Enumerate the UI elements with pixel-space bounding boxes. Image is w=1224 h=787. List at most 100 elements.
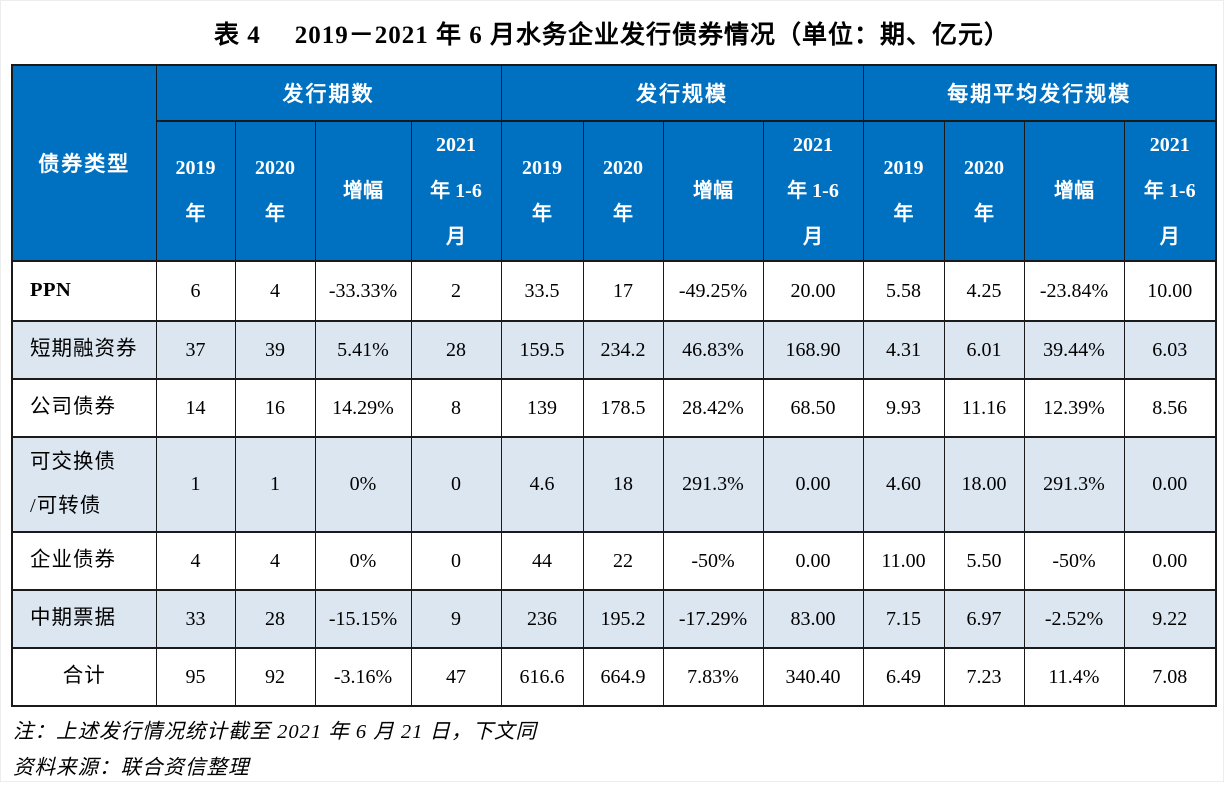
table-cell: 6	[155, 260, 236, 322]
row-label: 公司债券	[11, 378, 157, 438]
table-cell: 16	[234, 378, 316, 438]
table-cell: -3.16%	[314, 647, 412, 707]
table-cell: 0%	[314, 531, 412, 591]
table-cell: 291.3%	[662, 436, 764, 533]
table-cell: 6.03	[1123, 320, 1217, 380]
table-cell: 33	[155, 589, 236, 649]
table-cell: -50%	[1023, 531, 1125, 591]
table-number: 表 4	[213, 22, 261, 49]
table-cell: 0.00	[1123, 436, 1217, 533]
table-cell: 0.00	[762, 436, 864, 533]
table-cell: 139	[500, 378, 584, 438]
table-cell: 1	[234, 436, 316, 533]
column-header-group3-col3: 增幅	[1023, 120, 1125, 262]
column-header-group3-col4: 2021 年 1-6 月	[1123, 120, 1217, 262]
table-cell: 1	[155, 436, 236, 533]
table-cell: 4.31	[862, 320, 945, 380]
table-cell: 17	[582, 260, 664, 322]
table-title-text: 2019－2021 年 6 月水务企业发行债券情况（单位：期、亿元）	[294, 22, 1011, 49]
table-cell: 18.00	[943, 436, 1025, 533]
table-cell: 11.4%	[1023, 647, 1125, 707]
table-cell: -17.29%	[662, 589, 764, 649]
table-cell: 9.93	[862, 378, 945, 438]
table-row: 可交换债 /可转债 1 1 0% 0 4.6 18 291.3% 0.00 4.60 18.00 29…	[11, 436, 1217, 533]
table-cell: 14.29%	[314, 378, 412, 438]
table-cell: 5.50	[943, 531, 1025, 591]
table-cell: -23.84%	[1023, 260, 1125, 322]
table-cell: 340.40	[762, 647, 864, 707]
table-cell: 7.15	[862, 589, 945, 649]
table-cell: 4	[234, 531, 316, 591]
table-cell: 44	[500, 531, 584, 591]
table-cell: 14	[155, 378, 236, 438]
table-row: 公司债券 14 16 14.29% 8 139 178.5 28.42% 68.50 9.93 11…	[11, 378, 1217, 438]
table-cell: 291.3%	[1023, 436, 1125, 533]
table-cell: 12.39%	[1023, 378, 1125, 438]
table-cell: -15.15%	[314, 589, 412, 649]
table-cell: 11.00	[862, 531, 945, 591]
column-header-group3-col2: 2020 年	[943, 120, 1025, 262]
group-header-issue-count: 发行期数	[155, 64, 502, 122]
table-cell: 8	[410, 378, 502, 438]
table-cell: 37	[155, 320, 236, 380]
table-cell: 4.25	[943, 260, 1025, 322]
table-cell: -2.52%	[1023, 589, 1125, 649]
table-cell: 4.6	[500, 436, 584, 533]
table-row: 合计 95 92 -3.16% 47 616.6 664.9 7.83% 340.40 6.49 7…	[11, 647, 1217, 707]
table-cell: 4.60	[862, 436, 945, 533]
column-header-group2-col1: 2019 年	[500, 120, 584, 262]
bond-issuance-table: 债券类型 发行期数 发行规模 每期平均发行规模 2019 年 2020 年增幅 20…	[11, 64, 1217, 707]
table-footnotes: 注：上述发行情况统计截至 2021 年 6 月 21 日，下文同 资料来源：联合…	[13, 715, 1223, 787]
table-row: 企业债券 4 4 0% 0 44 22 -50% 0.00 11.00 5.50 -50% 0.00	[11, 531, 1217, 591]
table-cell: 7.23	[943, 647, 1025, 707]
table-cell: 68.50	[762, 378, 864, 438]
table-cell: 0.00	[1123, 531, 1217, 591]
table-cell: 11.16	[943, 378, 1025, 438]
table-cell: 6.01	[943, 320, 1025, 380]
row-label: 企业债券	[11, 531, 157, 591]
table-cell: 4	[234, 260, 316, 322]
table-cell: 0.00	[762, 531, 864, 591]
table-row: 短期融资券 37 39 5.41% 28 159.5 234.2 46.83% 168.90 4.…	[11, 320, 1217, 380]
table-cell: -49.25%	[662, 260, 764, 322]
table-cell: 83.00	[762, 589, 864, 649]
column-header-group1-col3: 增幅	[314, 120, 412, 262]
row-label: 合计	[11, 647, 157, 707]
data-source: 资料来源：联合资信整理	[13, 756, 250, 779]
table-cell: 6.49	[862, 647, 945, 707]
table-cell: 5.41%	[314, 320, 412, 380]
table-cell: -50%	[662, 531, 764, 591]
table-cell: 20.00	[762, 260, 864, 322]
table-cell: 22	[582, 531, 664, 591]
table-cell: 33.5	[500, 260, 584, 322]
column-header-group3-col1: 2019 年	[862, 120, 945, 262]
table-cell: 9	[410, 589, 502, 649]
table-cell: 39.44%	[1023, 320, 1125, 380]
table-row: PPN 6 4 -33.33% 2 33.5 17 -49.25% 20.00 5.58 4.25-…	[11, 260, 1217, 322]
row-label: 中期票据	[11, 589, 157, 649]
table-cell: 168.90	[762, 320, 864, 380]
column-header-group1-col2: 2020 年	[234, 120, 316, 262]
table-cell: 28	[234, 589, 316, 649]
table-cell: 47	[410, 647, 502, 707]
table-cell: 7.83%	[662, 647, 764, 707]
table-note: 注：上述发行情况统计截至 2021 年 6 月 21 日，下文同	[13, 721, 537, 743]
table-cell: 236	[500, 589, 584, 649]
header-sub-row: 2019 年 2020 年增幅 2021 年 1-6 月 2019 年 2020 年增幅…	[12, 120, 1217, 262]
table-cell: 8.56	[1123, 378, 1217, 438]
table-cell: 5.58	[862, 260, 945, 322]
row-label: 可交换债 /可转债	[11, 436, 157, 533]
column-header-group1-col1: 2019 年	[155, 120, 236, 262]
column-header-group2-col3: 增幅	[662, 120, 764, 262]
table-cell: 0	[410, 531, 502, 591]
table-cell: 616.6	[500, 647, 584, 707]
row-label: PPN	[11, 260, 157, 322]
column-header-group2-col2: 2020 年	[582, 120, 664, 262]
table-cell: -33.33%	[314, 260, 412, 322]
group-header-issue-scale: 发行规模	[500, 64, 864, 122]
table-cell: 28	[410, 320, 502, 380]
column-header-group1-col4: 2021 年 1-6 月	[410, 120, 502, 262]
table-title: 表 4 2019－2021 年 6 月水务企业发行债券情况（单位：期、亿元）	[1, 1, 1223, 51]
table-cell: 39	[234, 320, 316, 380]
